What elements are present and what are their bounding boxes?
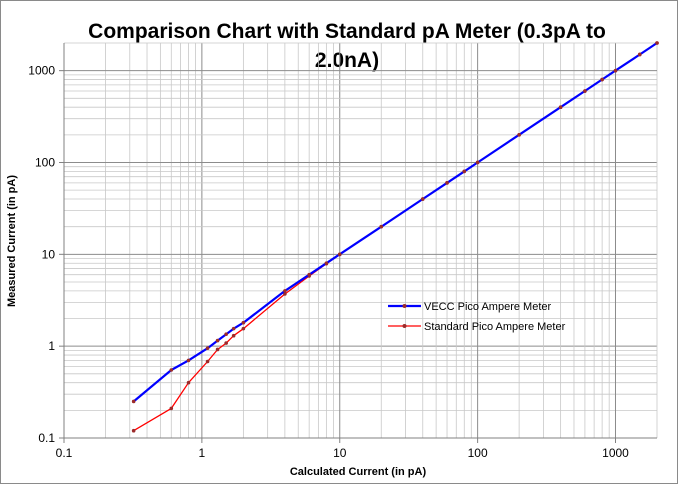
x-tick-label: 1	[199, 446, 206, 460]
vecc-data-point	[215, 338, 220, 343]
legend-label-vecc: VECC Pico Ampere Meter	[424, 301, 551, 313]
x-tick-label: 100	[468, 446, 488, 460]
legend-marker-vecc	[402, 304, 407, 308]
x-tick-label: 10	[333, 446, 347, 460]
standard-data-point	[241, 326, 246, 331]
x-axis-label: Calculated Current (in pA)	[290, 466, 427, 478]
vecc-data-point	[241, 320, 246, 325]
vecc-data-point	[420, 197, 425, 201]
vecc-data-point	[337, 252, 342, 257]
gridlines	[63, 42, 658, 439]
standard-series-line	[133, 42, 658, 432]
vecc-data-point	[324, 261, 329, 266]
vecc-data-point	[131, 399, 136, 404]
standard-data-point	[224, 341, 228, 345]
vecc-data-point	[224, 332, 228, 336]
vecc-series-line	[132, 42, 658, 403]
vecc-data-point	[231, 326, 236, 331]
vecc-data-point	[600, 77, 604, 82]
chart-title-line-2: 2.0nA)	[315, 49, 379, 72]
standard-data-point	[283, 292, 287, 296]
standard-data-point	[169, 406, 174, 411]
vecc-data-point	[517, 133, 521, 137]
legend-marker-standard	[402, 324, 407, 328]
standard-data-point	[131, 428, 136, 433]
vecc-data-point	[613, 68, 618, 73]
vecc-data-point	[475, 160, 480, 165]
vecc-data-point	[445, 181, 449, 185]
vecc-data-point	[583, 89, 587, 93]
y-axis-label: Measured Current (in pA)	[6, 175, 18, 307]
x-tick-label: 1000	[602, 446, 629, 460]
y-tick-label: 100	[35, 155, 55, 169]
vecc-data-point	[186, 358, 191, 363]
vecc-data-point	[637, 52, 642, 57]
data-series	[131, 41, 659, 433]
tick-labels: 0.1 1 10 100 1000 0.1 1 10 100 1000	[28, 64, 629, 460]
chart-title-line-1: Comparison Chart with Standard pA Meter …	[88, 20, 606, 43]
standard-data-point	[205, 359, 210, 364]
y-tick-label: 10	[42, 247, 56, 261]
vecc-data-point	[307, 272, 311, 277]
vecc-data-point	[379, 224, 384, 229]
y-tick-label: 0.1	[38, 431, 55, 445]
legend-label-standard: Standard Pico Ampere Meter	[424, 321, 566, 333]
axes	[59, 43, 657, 443]
vecc-data-point	[655, 41, 659, 45]
y-tick-label: 1	[48, 339, 55, 353]
vecc-data-point	[205, 346, 210, 351]
standard-data-point	[231, 333, 236, 338]
vecc-data-point	[169, 368, 174, 372]
legend: VECC Pico Ampere Meter Standard Pico Amp…	[388, 301, 566, 333]
vecc-data-point	[462, 169, 467, 174]
vecc-data-point	[283, 289, 287, 293]
vecc-data-point	[558, 105, 563, 109]
y-tick-label: 1000	[28, 64, 55, 78]
standard-data-point	[215, 347, 220, 352]
standard-data-point	[186, 380, 191, 385]
x-tick-label: 0.1	[56, 446, 73, 460]
